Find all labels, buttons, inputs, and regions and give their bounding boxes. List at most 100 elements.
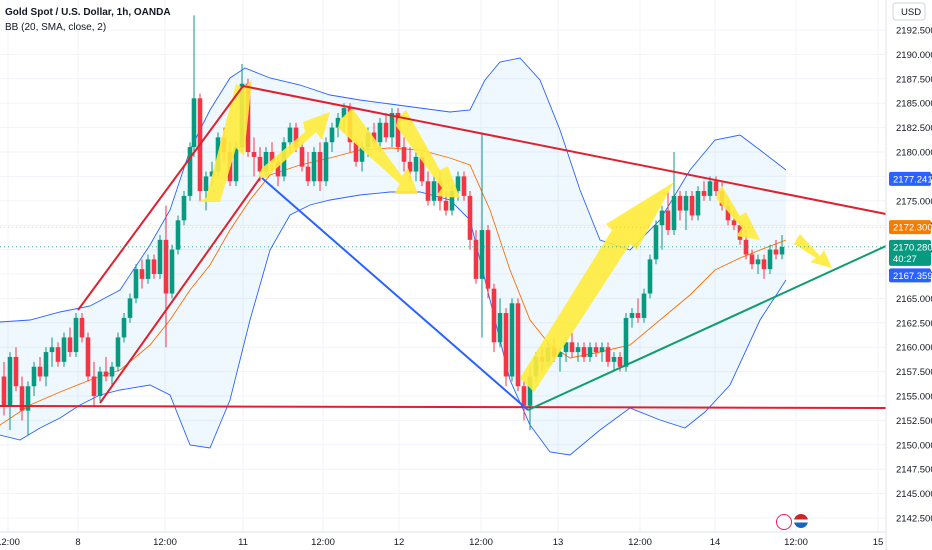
- candle-body: [115, 337, 121, 367]
- candle: [431, 176, 437, 206]
- candle: [677, 191, 683, 221]
- candle: [473, 230, 479, 284]
- candle: [55, 342, 61, 367]
- candle: [599, 342, 605, 362]
- candle-body: [407, 161, 413, 172]
- trend-arrow: [396, 110, 460, 198]
- price-tick-label: 2192.500: [896, 26, 932, 37]
- candle-body: [779, 246, 785, 255]
- candle: [767, 244, 773, 274]
- candle: [503, 308, 509, 387]
- toolbar-icons: [776, 514, 808, 530]
- trend-arrow: [716, 186, 760, 240]
- candle-body: [695, 191, 701, 216]
- candle-body: [311, 152, 317, 182]
- candle-body: [175, 220, 181, 250]
- trend-arrow: [198, 80, 252, 202]
- price-tick-label: 2142.500: [896, 514, 932, 525]
- candle-body: [73, 317, 79, 353]
- candle: [629, 308, 635, 328]
- drawings: [0, 80, 887, 411]
- price-tick-label: 2175.000: [896, 196, 932, 207]
- candle: [593, 342, 599, 357]
- channel-lower-line: [99, 177, 261, 404]
- candle: [127, 293, 133, 323]
- candle: [683, 191, 689, 231]
- time-axis[interactable]: 12:00 8 12:00 11 12:00 12 12:00 13 12:00 14 12:00 1…: [0, 531, 886, 548]
- price-tick-label: 2157.500: [896, 367, 932, 378]
- candle-body: [515, 303, 521, 387]
- candle: [251, 137, 257, 177]
- candle: [515, 298, 521, 392]
- candle-body: [299, 147, 305, 167]
- price-label: 2177.241: [889, 171, 932, 186]
- candle-body: [79, 317, 85, 338]
- candle-body: [257, 156, 263, 172]
- candle-body: [383, 122, 389, 138]
- candle: [97, 366, 103, 401]
- candle: [115, 332, 121, 372]
- candle-body: [19, 386, 25, 411]
- candle-body: [395, 112, 401, 148]
- indicator-label: BB (20, SMA, close, 2): [5, 22, 107, 33]
- trend-arrow: [520, 182, 674, 392]
- candle: [773, 239, 779, 260]
- candle-body: [731, 220, 737, 226]
- candle-body: [647, 259, 653, 294]
- trend-arrow: [338, 108, 418, 194]
- candle: [761, 254, 767, 279]
- candle-body: [121, 317, 127, 338]
- candle: [581, 342, 587, 362]
- price-label-text: 2167.359: [893, 271, 932, 282]
- candle-body: [557, 352, 563, 357]
- price-axis[interactable]: 2192.500 2190.000 2187.500 2185.000 2182.500…: [885, 0, 932, 550]
- candle: [203, 171, 209, 211]
- candle-body: [67, 337, 73, 353]
- flash-icon[interactable]: [776, 514, 792, 530]
- candle: [665, 191, 671, 235]
- candle-body: [389, 112, 395, 138]
- candle-body: [305, 166, 311, 182]
- candle-body: [181, 195, 187, 221]
- candle-body: [527, 376, 533, 406]
- bb-upper: [0, 57, 787, 323]
- candle-body: [689, 195, 695, 216]
- candle-body: [401, 147, 407, 162]
- candle: [91, 361, 97, 406]
- candle-body: [449, 191, 455, 211]
- currency-label: USD: [901, 7, 921, 18]
- candle: [605, 342, 611, 367]
- candle-body: [85, 337, 91, 377]
- candle: [175, 215, 181, 255]
- candle-body: [341, 108, 347, 118]
- candle: [485, 225, 491, 299]
- candle: [19, 376, 25, 421]
- candle-body: [425, 181, 431, 201]
- time-tick-label: 12:00: [784, 537, 808, 548]
- price-tick-label: 2185.000: [896, 99, 932, 110]
- price-tick-label: 2150.000: [896, 440, 932, 451]
- candle: [623, 313, 629, 372]
- candle-body: [767, 249, 773, 270]
- candle-body: [443, 200, 449, 211]
- flag-icon[interactable]: [794, 514, 808, 528]
- candle-body: [91, 376, 97, 396]
- candle: [479, 132, 485, 338]
- candle-body: [569, 342, 575, 353]
- candle: [521, 381, 527, 421]
- candle-body: [599, 347, 605, 353]
- candle-body: [97, 371, 103, 396]
- time-tick-label: 12:00: [0, 537, 20, 548]
- candle-body: [575, 347, 581, 353]
- candle: [169, 244, 175, 299]
- candle-body: [749, 254, 755, 265]
- candle: [133, 264, 139, 304]
- candle-body: [509, 303, 515, 377]
- candle-body: [43, 352, 49, 377]
- time-tick-label: 12:00: [153, 537, 177, 548]
- candle-body: [641, 293, 647, 318]
- candle-body: [323, 142, 329, 182]
- candle-body: [659, 210, 665, 226]
- candle-body: [653, 225, 659, 260]
